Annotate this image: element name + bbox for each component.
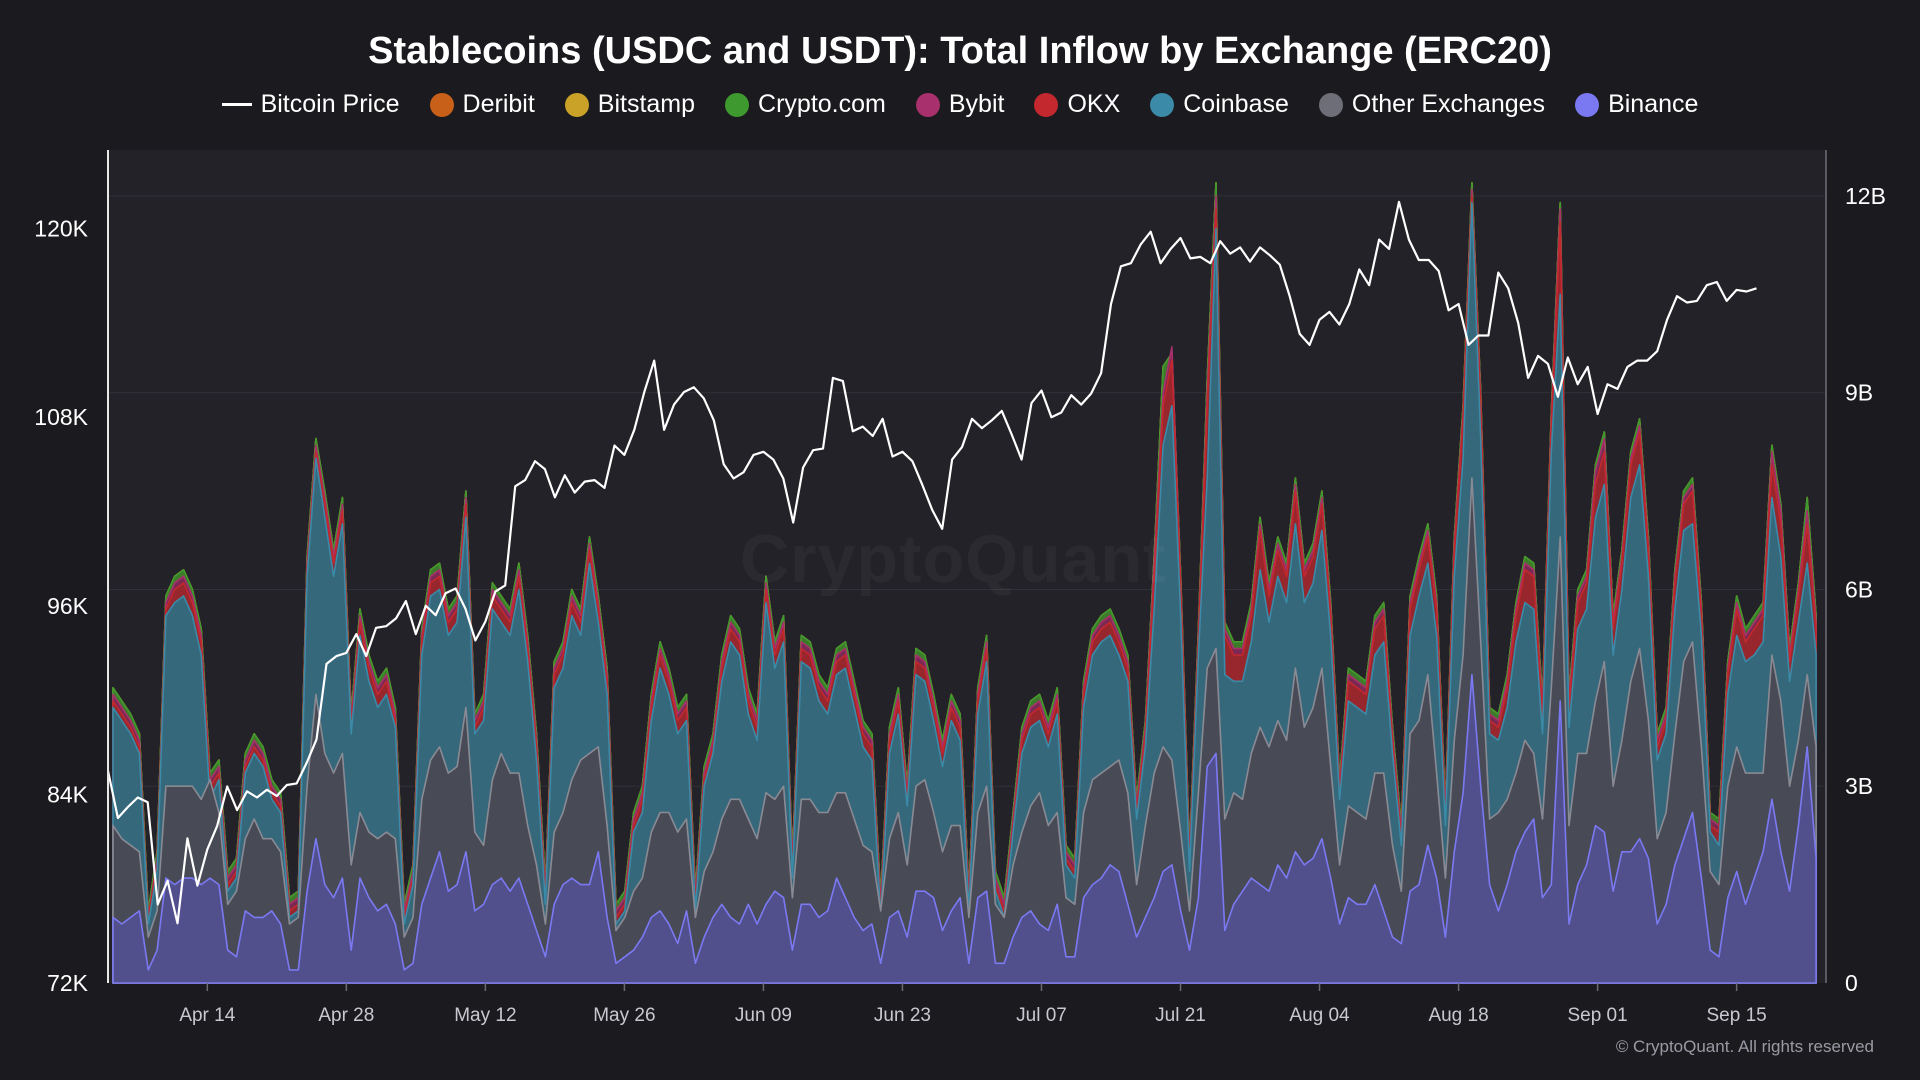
left-axis-tick-label: 108K [34,404,88,430]
right-axis-tick-label: 12B [1845,183,1886,209]
legend-item-okx[interactable]: OKX [1034,90,1120,119]
legend-item-deribit[interactable]: Deribit [429,90,535,119]
legend-item-other-exchanges[interactable]: Other Exchanges [1318,90,1546,119]
legend-item-bybit[interactable]: Bybit [915,90,1005,119]
copyright-notice: © CryptoQuant. All rights reserved [1615,1037,1874,1056]
legend-dot-marker [1318,92,1343,117]
legend-dot-marker [429,92,454,117]
x-axis-tick-label: Apr 28 [318,1005,374,1026]
legend-label: Bybit [948,90,1005,118]
legend-label: Binance [1608,90,1699,118]
area-series-other-exchanges [112,477,1817,984]
x-axis-tick-label: May 12 [454,1005,516,1026]
x-axis-tick-label: Sep 01 [1567,1005,1627,1026]
left-axis-tick-label: 120K [34,216,88,242]
right-axis-tick-label: 9B [1845,380,1873,406]
chart-legend: Bitcoin Price Deribit Bitstamp Crypto.co… [0,90,1920,119]
right-axis-tick-label: 0 [1845,970,1858,996]
legend-label: OKX [1067,90,1121,118]
legend-label: Coinbase [1183,90,1289,118]
legend-label: Crypto.com [758,90,886,118]
legend-label: Bitcoin Price [260,90,400,118]
legend-line-marker [221,103,252,106]
left-axis-tick-label: 72K [47,970,89,996]
x-axis-tick-label: May 26 [593,1005,655,1026]
legend-dot-marker [1034,92,1059,117]
x-axis-tick-label: Apr 14 [179,1005,235,1026]
legend-item-bitcoin-price[interactable]: Bitcoin Price [221,90,400,119]
legend-item-binance[interactable]: Binance [1575,90,1698,119]
x-axis-tick-label: Sep 15 [1707,1005,1767,1026]
area-series-binance [112,673,1817,984]
legend-dot-marker [564,92,589,117]
x-axis-tick-label: Jun 09 [735,1005,792,1026]
x-axis-tick-label: Jul 21 [1155,1005,1206,1026]
legend-item-coinbase[interactable]: Coinbase [1150,90,1289,119]
legend-dot-marker [915,92,940,117]
legend-label: Bitstamp [597,90,696,118]
legend-item-crypto-com[interactable]: Crypto.com [725,90,886,119]
line-series-bitcoin-price [106,200,1757,925]
legend-item-bitstamp[interactable]: Bitstamp [564,90,696,119]
legend-label: Deribit [462,90,535,118]
legend-dot-marker [1150,92,1175,117]
x-axis-tick-label: Jun 23 [874,1005,931,1026]
x-axis-tick-label: Aug 18 [1428,1005,1488,1026]
legend-label: Other Exchanges [1351,90,1546,118]
x-axis-tick-label: Jul 07 [1016,1005,1067,1026]
left-axis-tick-label: 96K [47,593,89,619]
legend-dot-marker [725,92,750,117]
watermark: CryptoQuant [740,520,1167,598]
x-axis-tick-label: Aug 04 [1289,1005,1350,1026]
right-axis-tick-label: 3B [1845,773,1873,799]
right-axis-tick-label: 6B [1845,576,1873,602]
legend-dot-marker [1575,92,1600,117]
left-axis-tick-label: 84K [47,781,89,807]
chart-title: Stablecoins (USDC and USDT): Total Inflo… [368,30,1552,72]
